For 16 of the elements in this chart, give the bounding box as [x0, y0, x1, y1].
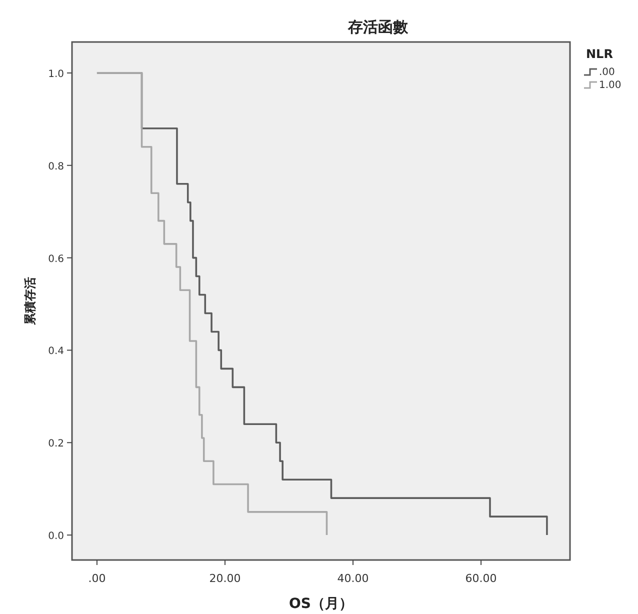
y-tick-label: 1.0 — [48, 68, 64, 80]
x-tick-label: 20.00 — [209, 572, 241, 585]
y-tick-label: 0.2 — [48, 438, 64, 450]
y-tick-label: 0.6 — [48, 254, 64, 265]
chart-title: 存活函數 — [347, 18, 409, 36]
y-axis-title: 累積存活 — [23, 277, 37, 326]
y-tick-label: 0.4 — [48, 346, 64, 358]
legend-title: NLR — [586, 47, 613, 61]
x-tick-label: 60.00 — [465, 572, 497, 585]
legend-label: 1.00 — [599, 80, 622, 91]
x-tick-label: 40.00 — [337, 572, 369, 585]
y-tick-label: 0.8 — [48, 161, 64, 172]
x-tick-label: .00 — [88, 572, 106, 585]
x-axis-title: OS（月） — [289, 596, 353, 612]
legend-label: .00 — [599, 67, 615, 78]
y-tick-label: 0.0 — [48, 531, 64, 542]
